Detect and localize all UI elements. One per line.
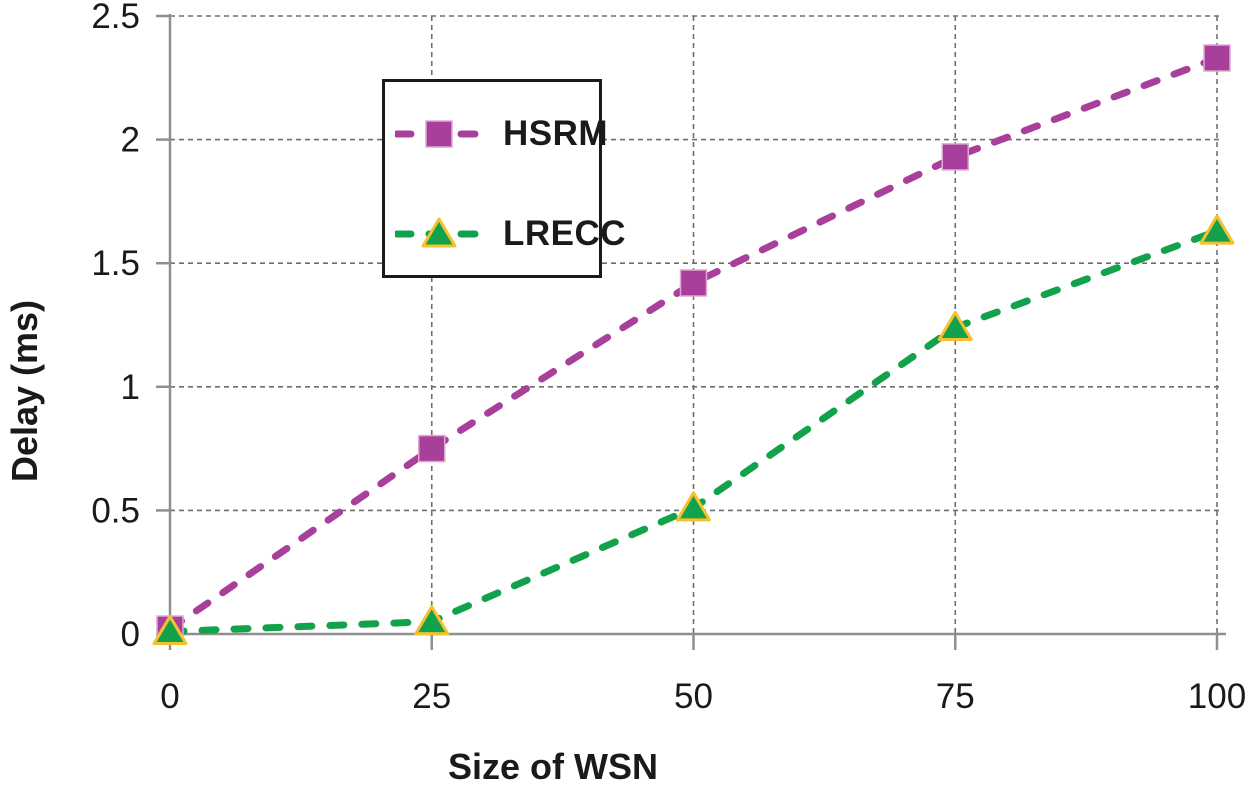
marker-square-hsrm: [679, 269, 708, 297]
marker-square-hsrm: [425, 120, 453, 148]
y-tick-label: 0: [121, 615, 140, 654]
marker-square-hsrm: [1203, 44, 1231, 72]
legend-label-hsrm: HSRM: [503, 114, 609, 153]
marker-triangle-lrecc: [676, 491, 711, 522]
legend: HSRM LRECC: [382, 79, 626, 278]
legend-label-lrecc: LRECC: [503, 214, 627, 253]
marker-triangle-lrecc: [421, 217, 457, 248]
y-tick-label: 2.5: [91, 0, 140, 36]
legend-swatch-lrecc: [395, 217, 483, 248]
x-tick-label: 50: [674, 677, 713, 716]
legend-item-hsrm: HSRM: [395, 114, 608, 154]
x-tick-label: 100: [1188, 677, 1246, 716]
marker-square-hsrm: [941, 143, 969, 171]
legend-swatch-hsrm: [395, 120, 483, 148]
x-tick-label: 75: [936, 677, 975, 716]
marker-triangle-lrecc: [937, 310, 973, 341]
x-axis-title: Size of WSN: [447, 746, 658, 787]
marker-triangle-lrecc: [1199, 214, 1235, 245]
x-tick-label: 25: [412, 677, 451, 716]
marker-triangle-lrecc: [152, 615, 188, 646]
marker-triangle-lrecc: [414, 605, 450, 636]
y-tick-label: 2: [121, 121, 140, 160]
marker-square-hsrm: [418, 434, 446, 463]
y-axis-title: Delay (ms): [4, 299, 45, 483]
y-tick-label: 1.5: [91, 244, 140, 283]
y-tick-label: 0.5: [91, 491, 140, 530]
y-tick-label: 1: [121, 368, 140, 407]
x-tick-label: 0: [160, 677, 179, 716]
legend-item-lrecc: LRECC: [395, 214, 626, 254]
